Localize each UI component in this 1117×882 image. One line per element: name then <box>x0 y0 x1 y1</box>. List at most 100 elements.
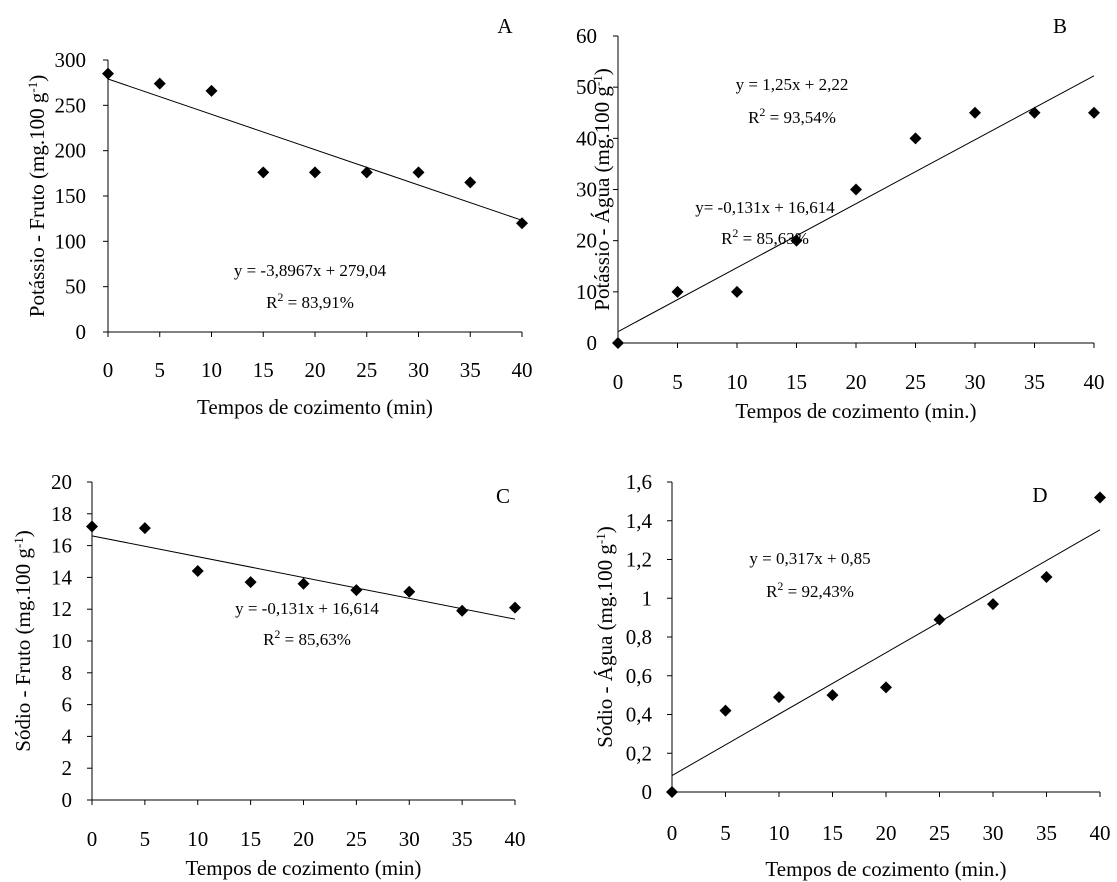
data-point <box>1040 570 1053 583</box>
x-tick-label: 0 <box>613 370 624 394</box>
y-tick-label: 250 <box>55 93 87 117</box>
panel-label: A <box>497 14 513 38</box>
data-point <box>909 132 922 145</box>
x-tick-label: 10 <box>727 370 748 394</box>
panel-label: B <box>1053 14 1067 38</box>
x-tick-label: 15 <box>240 827 261 851</box>
x-axis-title: Tempos de cozimento (min.) <box>735 399 976 423</box>
y-tick-label: 0,6 <box>626 664 652 688</box>
x-tick-label: 30 <box>399 827 420 851</box>
data-point <box>191 565 204 578</box>
y-tick-label: 200 <box>55 139 87 163</box>
y-tick-label: 0 <box>76 320 87 344</box>
y-tick-label: 16 <box>51 534 72 558</box>
y-tick-label: 40 <box>576 126 597 150</box>
data-point <box>1028 106 1041 119</box>
chart-panel-a: 0 50 100 150 200 250 300 0 5 10 15 20 25 30 35 40 Tempos… <box>25 14 533 419</box>
y-tick-label: 1,6 <box>626 470 652 494</box>
x-tick-label: 40 <box>1090 821 1111 845</box>
data-point <box>516 217 528 230</box>
data-point <box>412 166 425 179</box>
data-point <box>309 166 321 179</box>
data-point <box>464 176 477 189</box>
x-tick-label: 35 <box>460 358 481 382</box>
y-tick-label: 0,4 <box>626 703 653 727</box>
x-axis-title: Tempos de cozimento (min) <box>197 395 433 419</box>
y-tick-label: 20 <box>51 470 72 494</box>
regression-equation: y = -3,8967x + 279,04 <box>234 261 387 280</box>
data-point <box>933 613 946 626</box>
y-tick-label: 30 <box>576 178 597 202</box>
data-point <box>969 106 981 119</box>
data-point <box>880 681 892 694</box>
data-point <box>403 585 416 598</box>
data-point <box>773 691 785 704</box>
x-tick-label: 25 <box>929 821 950 845</box>
panel-label: C <box>496 484 510 508</box>
y-axis-title: Potássio - Água (mg.100 g-1) <box>590 68 615 310</box>
x-tick-label: 20 <box>846 370 867 394</box>
trend-line <box>107 78 523 221</box>
data-point <box>1094 491 1106 504</box>
trend-line <box>671 529 1101 776</box>
y-tick-label: 150 <box>55 184 87 208</box>
data-point <box>612 337 624 349</box>
regression-equation: y= -0,131x + 16,614 <box>695 198 835 217</box>
y-tick-label: 50 <box>576 75 597 99</box>
data-point <box>671 285 684 298</box>
x-tick-label: 20 <box>876 821 897 845</box>
y-tick-label: 1 <box>642 586 653 610</box>
r-squared-label: R2 = 93,54% <box>748 105 836 127</box>
x-tick-label: 15 <box>253 358 274 382</box>
y-tick-label: 12 <box>51 597 72 621</box>
y-tick-label: 50 <box>65 275 86 299</box>
x-tick-label: 0 <box>667 821 678 845</box>
y-tick-label: 0,8 <box>626 625 652 649</box>
data-point <box>138 522 151 535</box>
x-tick-label: 40 <box>505 827 526 851</box>
data-point <box>826 689 839 702</box>
r-squared-label: R2 = 85,63% <box>263 627 351 649</box>
x-tick-label: 5 <box>720 821 731 845</box>
data-point <box>244 576 257 589</box>
x-axis-title: Tempos de cozimento (min.) <box>765 857 1006 881</box>
x-axis-title: Tempos de cozimento (min) <box>186 856 422 880</box>
x-tick-label: 30 <box>408 358 429 382</box>
x-tick-label: 20 <box>305 358 326 382</box>
x-tick-label: 25 <box>346 827 367 851</box>
y-tick-label: 0 <box>587 331 598 355</box>
data-point <box>297 577 310 590</box>
y-tick-label: 300 <box>55 48 87 72</box>
data-point <box>790 234 803 247</box>
data-point <box>456 604 469 617</box>
x-tick-label: 35 <box>1024 370 1045 394</box>
data-point <box>153 77 166 90</box>
r-squared-label: R2 = 92,43% <box>766 579 854 601</box>
x-tick-label: 0 <box>103 358 114 382</box>
y-tick-label: 18 <box>51 502 72 526</box>
y-tick-label: 1,4 <box>626 509 653 533</box>
y-tick-label: 10 <box>576 280 597 304</box>
y-tick-label: 6 <box>62 693 73 717</box>
x-tick-label: 10 <box>187 827 208 851</box>
r-squared-label: R2 = 83,91% <box>266 290 354 312</box>
data-point <box>257 166 270 179</box>
y-tick-label: 100 <box>55 229 87 253</box>
r-squared-label: R2 = 85,63% <box>721 226 809 248</box>
y-tick-label: 4 <box>62 724 73 748</box>
x-tick-label: 15 <box>786 370 807 394</box>
y-tick-label: 60 <box>576 24 597 48</box>
data-point <box>86 520 98 533</box>
y-tick-label: 0 <box>642 780 653 804</box>
x-tick-label: 10 <box>769 821 790 845</box>
data-point <box>719 704 732 717</box>
chart-panel-b: 0 10 20 30 40 50 60 0 5 10 15 20 25 30 35 40 Tempos de c… <box>576 14 1105 423</box>
regression-equation: y = -0,131x + 16,614 <box>235 599 379 618</box>
trend-line <box>91 535 516 620</box>
x-tick-label: 20 <box>293 827 314 851</box>
y-tick-label: 0 <box>62 788 73 812</box>
y-tick-label: 20 <box>576 229 597 253</box>
x-tick-label: 10 <box>201 358 222 382</box>
x-tick-label: 30 <box>965 370 986 394</box>
data-point <box>1088 106 1100 119</box>
